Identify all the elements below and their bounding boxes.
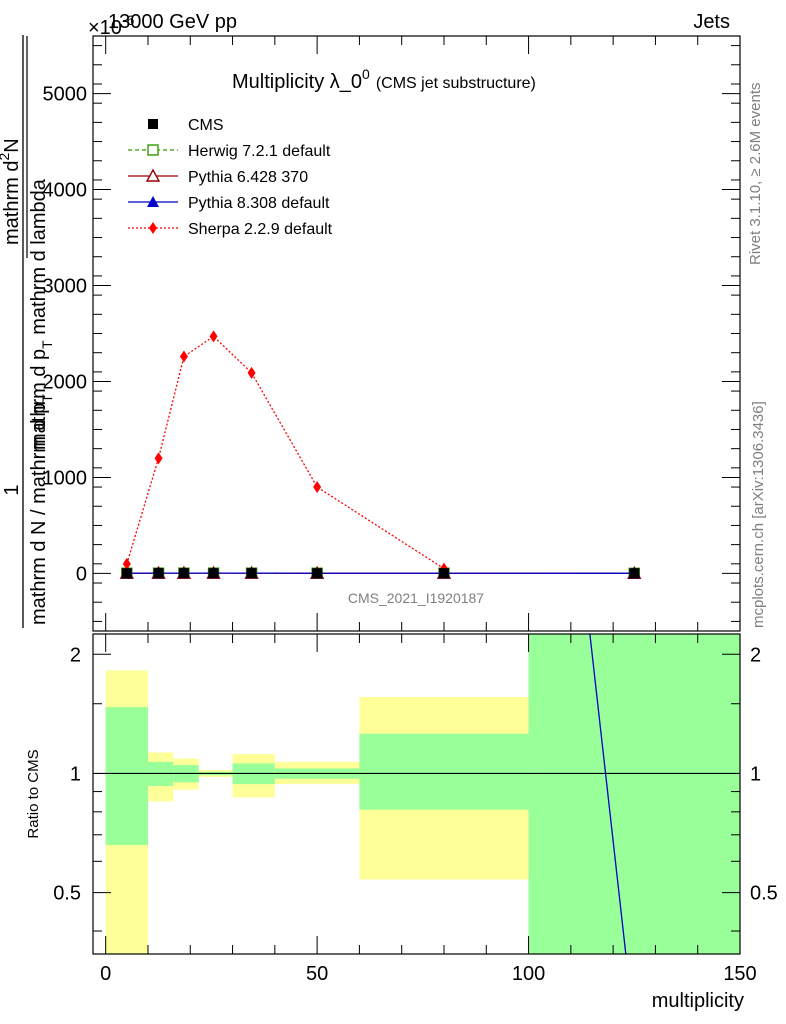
rivet-label: Rivet 3.1.10, ≥ 2.6M events	[747, 83, 764, 266]
legend-marker-herwig	[147, 144, 159, 156]
y-tick-label: 1000	[43, 467, 88, 489]
sherpa-point	[247, 366, 256, 379]
energy-label: 13000 GeV pp	[108, 11, 237, 33]
ratio-band-inner	[359, 733, 529, 810]
y-tick-label: 2000	[43, 371, 88, 393]
ratio-y-tick-label: 0.5	[53, 883, 81, 905]
legend-label-pythia8: Pythia 8.308 default	[188, 195, 330, 212]
ratio-axis-ticks: 0.5 0.5 1 1 2 2 0 50 100 150	[53, 634, 778, 985]
legend-label-pythia6: Pythia 6.428 370	[188, 169, 308, 186]
y-tick-label: 5000	[43, 84, 88, 106]
ratio-band-inner	[528, 634, 740, 954]
ratio-band-inner	[105, 707, 148, 845]
cms-point	[178, 568, 189, 579]
legend-marker-sherpa	[149, 222, 157, 234]
cms-point	[312, 568, 323, 579]
legend-marker-pythia8	[147, 196, 159, 207]
sherpa-line	[126, 335, 445, 570]
legend: CMS Herwig 7.2.1 default Pythia 6.428 370 P…	[128, 117, 333, 238]
ratio-y-tick-label-right: 0.5	[750, 883, 778, 905]
sherpa-point	[122, 557, 131, 570]
ratio-series	[93, 633, 740, 955]
legend-marker-cms	[148, 119, 158, 129]
y-tick-label: 3000	[43, 276, 88, 298]
main-series	[119, 330, 642, 580]
sherpa-point	[179, 350, 188, 363]
ratio-y-label: Ratio to CMS	[25, 749, 42, 838]
sherpa-point	[209, 330, 218, 343]
legend-label-herwig: Herwig 7.2.1 default	[188, 143, 331, 160]
ratio-panel: 0.5 0.5 1 1 2 2 0 50 100 150 Ratio to CMS multipl…	[25, 633, 778, 1012]
ratio-y-tick-label: 1	[70, 763, 81, 785]
ratio-y-tick-label-right: 2	[750, 644, 761, 666]
x-tick-label: 100	[512, 963, 545, 985]
category-label: Jets	[693, 11, 730, 33]
ratio-line-pythia8	[589, 633, 627, 955]
ratio-frame	[92, 633, 741, 955]
cms-point	[629, 568, 640, 579]
y-label-inner-denominator: mathrm d pT mathrm d lambda	[28, 178, 55, 450]
x-tick-label: 50	[306, 963, 328, 985]
legend-label-sherpa: Sherpa 2.2.9 default	[188, 221, 333, 238]
y-label-denominator: mathrm d N / mathrm d pT	[28, 394, 55, 625]
ratio-y-tick-label-right: 1	[750, 763, 761, 785]
y-label-prefix: 1	[1, 484, 23, 495]
exponent-label: ×10-6	[88, 12, 135, 39]
mcplots-label: mcplots.cern.ch [arXiv:1306.3436]	[750, 401, 767, 628]
legend-marker-pythia6	[145, 168, 161, 182]
sherpa-point	[313, 481, 322, 494]
y-label-numerator: mathrm d2N	[0, 138, 23, 245]
y-tick-label: 4000	[43, 180, 88, 202]
watermark: CMS_2021_I1920187	[348, 590, 484, 606]
ratio-bands	[105, 634, 740, 954]
legend-label-cms: CMS	[188, 117, 224, 134]
x-tick-label: 0	[100, 963, 111, 985]
y-tick-label: 0	[76, 563, 87, 585]
x-tick-label: 150	[723, 963, 756, 985]
cms-point	[153, 568, 164, 579]
cms-point	[246, 568, 257, 579]
main-axis-ticks: 0 1000 2000 3000 4000 5000	[43, 36, 741, 631]
cms-point	[121, 568, 132, 579]
sherpa-point	[154, 452, 163, 465]
ratio-y-tick-label: 2	[70, 644, 81, 666]
cms-point	[438, 568, 449, 579]
cms-point	[208, 568, 219, 579]
x-axis-label: multiplicity	[652, 990, 744, 1012]
chart-title: Multiplicity λ_00(CMS jet substructure)	[232, 66, 536, 93]
y-axis-label: 1 mathrm d2N mathrm d pT mathrm d lambda…	[0, 35, 55, 628]
